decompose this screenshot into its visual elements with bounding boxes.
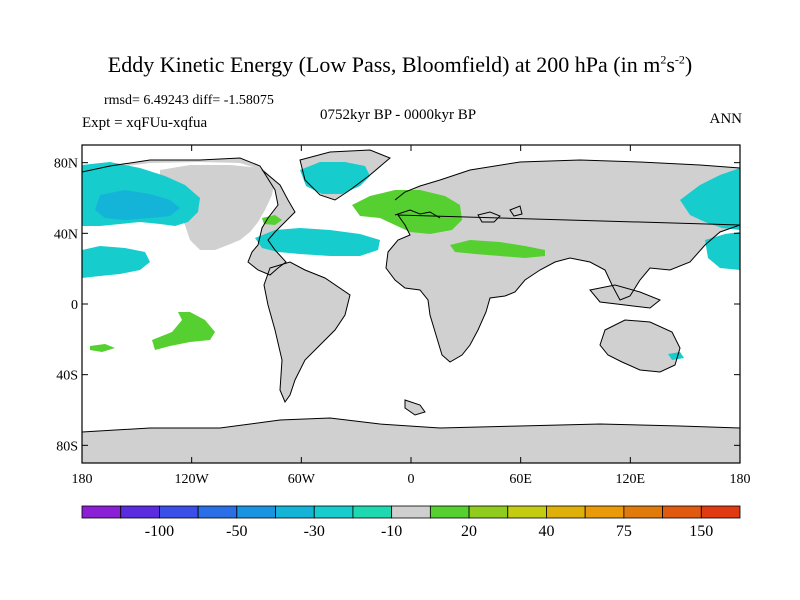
anomaly-greenland: [300, 162, 370, 194]
lon-tick-label: 180: [730, 472, 751, 487]
experiment-label: Expt = xqFUu-xqfua: [82, 115, 208, 131]
anomaly-west-atlantic: [262, 215, 282, 225]
colorbar-swatch: [429, 505, 470, 519]
figure-title: Eddy Kinetic Energy (Low Pass, Bloomfiel…: [107, 52, 693, 77]
lat-tick-label: 80N: [54, 157, 78, 172]
colorbar-swatch: [584, 505, 625, 519]
colorbar-swatch: [236, 505, 276, 519]
lat-tick-label: 40S: [56, 369, 78, 384]
colorbar-swatch: [352, 505, 393, 519]
anomaly-south-pacific-small: [90, 344, 115, 352]
colorbar-label: 150: [689, 523, 713, 540]
colorbar-swatch: [468, 505, 509, 519]
anomaly-north-atlantic: [255, 228, 380, 256]
coastline-layer: [82, 149, 740, 433]
anomaly-layer: [82, 162, 740, 360]
colorbar-swatch: [81, 505, 122, 519]
anomaly-australia-small: [668, 352, 684, 360]
colorbar-swatch: [197, 505, 238, 519]
colorbar-swatch: [546, 505, 586, 519]
colorbar-swatch: [120, 505, 160, 519]
anomaly-north-africa: [450, 240, 545, 258]
colorbar-label: 75: [616, 523, 632, 540]
colorbar-swatch: [623, 505, 663, 519]
colorbar-label: 40: [538, 523, 554, 540]
lon-tick-label: 60E: [509, 472, 532, 487]
colorbar-swatch: [507, 505, 547, 519]
lat-tick-label: 80S: [56, 439, 78, 454]
colorbar-swatch: [700, 505, 741, 519]
lon-tick-label: 120E: [616, 472, 646, 487]
lon-tick-label: 60W: [288, 472, 316, 487]
lat-tick-label: 40N: [54, 227, 78, 242]
lon-tick-label: 120W: [175, 472, 210, 487]
lon-tick-label: 0: [408, 472, 415, 487]
anomaly-east-pacific: [82, 246, 150, 278]
anomaly-west-pacific: [680, 168, 740, 230]
colorbar-swatch: [313, 505, 354, 519]
season-label: ANN: [709, 111, 743, 127]
lon-tick-label: 180: [72, 472, 93, 487]
colorbar-label: -100: [145, 523, 174, 540]
colorbar-swatch: [159, 505, 199, 519]
colorbar-label: -30: [304, 523, 325, 540]
period-label: 0752kyr BP - 0000kyr BP: [320, 107, 477, 123]
colorbar-swatch: [391, 505, 431, 519]
axis-ticks: 80N 40N 0 40S 80S 180 120W 60W 0 60E 120E 180: [54, 145, 751, 487]
colorbar-swatch: [662, 505, 702, 519]
anomaly-europe: [352, 190, 462, 234]
anomaly-north-pacific-core: [95, 190, 180, 220]
stats-text: rmsd= 6.49243 diff= -1.58075: [104, 93, 274, 108]
anomaly-south-pacific: [152, 312, 215, 350]
colorbar: -100 -50 -30 -10 20 40 75 150: [81, 505, 741, 540]
colorbar-label: 20: [461, 523, 477, 540]
colorbar-swatch: [275, 505, 315, 519]
lat-tick-label: 0: [71, 298, 78, 313]
colorbar-label: -10: [381, 523, 402, 540]
colorbar-label: -50: [226, 523, 247, 540]
anomaly-west-pacific-south: [705, 232, 740, 270]
